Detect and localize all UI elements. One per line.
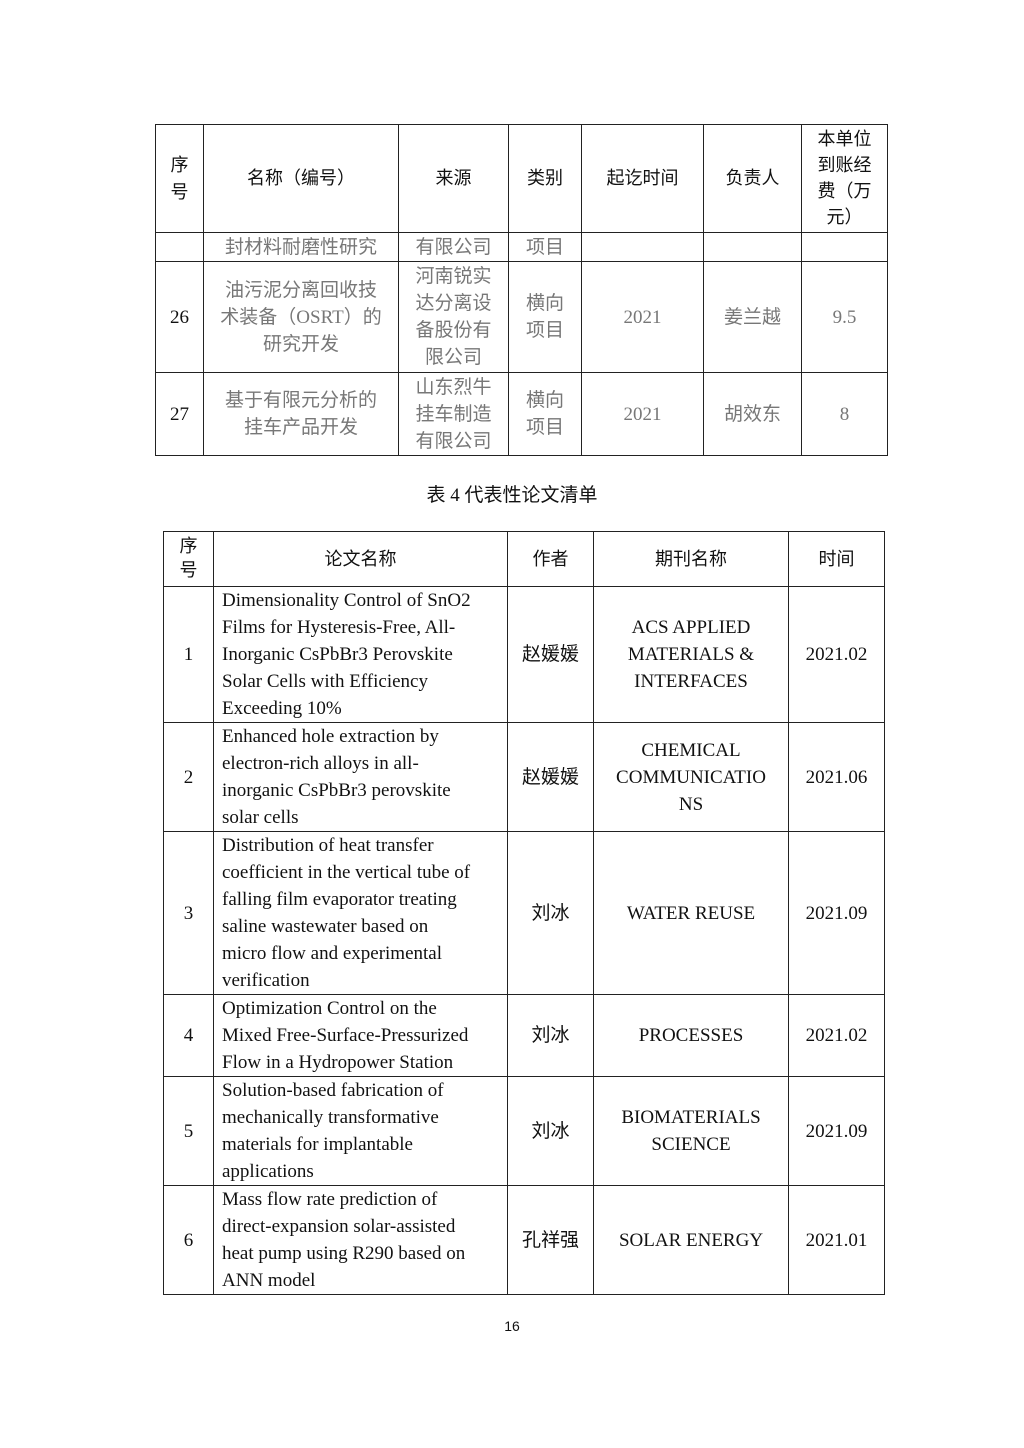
cell: WATER REUSE: [593, 831, 789, 995]
cell: CHEMICAL COMMUNICATIO NS: [593, 722, 789, 832]
table-row: 1 Dimensionality Control of SnO2 Films f…: [163, 586, 885, 723]
papers-table: 序 号 论文名称 作者 期刊名称 时间 1 Dimensionality Con…: [163, 531, 885, 1295]
cell: 刘冰: [507, 994, 594, 1077]
cell: 河南锐实 达分离设 备股份有 限公司: [398, 261, 509, 373]
table-row: 27 基于有限元分析的 挂车产品开发 山东烈牛 挂车制造 有限公司 横向 项目 …: [155, 372, 888, 456]
table-caption: 表 4 代表性论文清单: [426, 485, 598, 506]
cell: Dimensionality Control of SnO2 Films for…: [213, 586, 508, 723]
cell: 胡效东: [703, 372, 802, 456]
cell: Enhanced hole extraction by electron-ric…: [213, 722, 508, 832]
cell: 山东烈牛 挂车制造 有限公司: [398, 372, 509, 456]
cell: 刘冰: [507, 831, 594, 995]
cell: [581, 232, 704, 262]
header-cell: 名称（编号）: [203, 124, 399, 233]
cell: Solution-based fabrication of mechanical…: [213, 1076, 508, 1186]
cell: Distribution of heat transfer coefficien…: [213, 831, 508, 995]
cell: 9.5: [801, 261, 888, 373]
cell: 赵媛媛: [507, 722, 594, 832]
cell: Optimization Control on the Mixed Free-S…: [213, 994, 508, 1077]
table-row: 封材料耐磨性研究 有限公司 项目: [155, 232, 888, 262]
cell: 4: [163, 994, 214, 1077]
header-cell: 负责人: [703, 124, 802, 233]
cell: 26: [155, 261, 204, 373]
projects-table: 序 号 名称（编号） 来源 类别 起讫时间 负责人 本单位 到账经 费（万 元）…: [155, 124, 888, 456]
cell: 3: [163, 831, 214, 995]
cell: 5: [163, 1076, 214, 1186]
cell: 封材料耐磨性研究: [203, 232, 399, 262]
cell: [703, 232, 802, 262]
cell: 2021.01: [788, 1185, 885, 1295]
cell: 基于有限元分析的 挂车产品开发: [203, 372, 399, 456]
cell: [801, 232, 888, 262]
cell: BIOMATERIALS SCIENCE: [593, 1076, 789, 1186]
cell: 刘冰: [507, 1076, 594, 1186]
header-cell: 序 号: [155, 124, 204, 233]
table-row: 6 Mass flow rate prediction of direct-ex…: [163, 1185, 885, 1295]
cell: 2021.02: [788, 586, 885, 723]
cell: Mass flow rate prediction of direct-expa…: [213, 1185, 508, 1295]
header-cell: 期刊名称: [593, 531, 789, 587]
header-cell: 来源: [398, 124, 509, 233]
cell: PROCESSES: [593, 994, 789, 1077]
cell: 2: [163, 722, 214, 832]
header-cell: 起讫时间: [581, 124, 704, 233]
table-row: 4 Optimization Control on the Mixed Free…: [163, 994, 885, 1077]
table-header-row: 序 号 论文名称 作者 期刊名称 时间: [163, 531, 885, 587]
cell: 2021: [581, 261, 704, 373]
header-cell: 类别: [508, 124, 582, 233]
cell: 2021.09: [788, 1076, 885, 1186]
cell: [155, 232, 204, 262]
cell: 项目: [508, 232, 582, 262]
cell: ACS APPLIED MATERIALS & INTERFACES: [593, 586, 789, 723]
cell: 2021.06: [788, 722, 885, 832]
cell: 27: [155, 372, 204, 456]
cell: 2021.09: [788, 831, 885, 995]
header-cell: 论文名称: [213, 531, 508, 587]
cell: 赵媛媛: [507, 586, 594, 723]
table-row: 2 Enhanced hole extraction by electron-r…: [163, 722, 885, 832]
header-cell: 时间: [788, 531, 885, 587]
cell: 油污泥分离回收技 术装备（OSRT）的 研究开发: [203, 261, 399, 373]
cell: 2021.02: [788, 994, 885, 1077]
header-cell: 序 号: [163, 531, 214, 587]
header-cell: 本单位 到账经 费（万 元）: [801, 124, 888, 233]
cell: SOLAR ENERGY: [593, 1185, 789, 1295]
cell: 1: [163, 586, 214, 723]
table-header-row: 序 号 名称（编号） 来源 类别 起讫时间 负责人 本单位 到账经 费（万 元）: [155, 124, 888, 233]
table-row: 5 Solution-based fabrication of mechanic…: [163, 1076, 885, 1186]
cell: 6: [163, 1185, 214, 1295]
cell: 横向 项目: [508, 261, 582, 373]
header-cell: 作者: [507, 531, 594, 587]
cell: 2021: [581, 372, 704, 456]
cell: 横向 项目: [508, 372, 582, 456]
table-row: 26 油污泥分离回收技 术装备（OSRT）的 研究开发 河南锐实 达分离设 备股…: [155, 261, 888, 373]
cell: 姜兰越: [703, 261, 802, 373]
table-row: 3 Distribution of heat transfer coeffici…: [163, 831, 885, 995]
cell: 8: [801, 372, 888, 456]
cell: 有限公司: [398, 232, 509, 262]
page-number: 16: [504, 1318, 520, 1334]
cell: 孔祥强: [507, 1185, 594, 1295]
